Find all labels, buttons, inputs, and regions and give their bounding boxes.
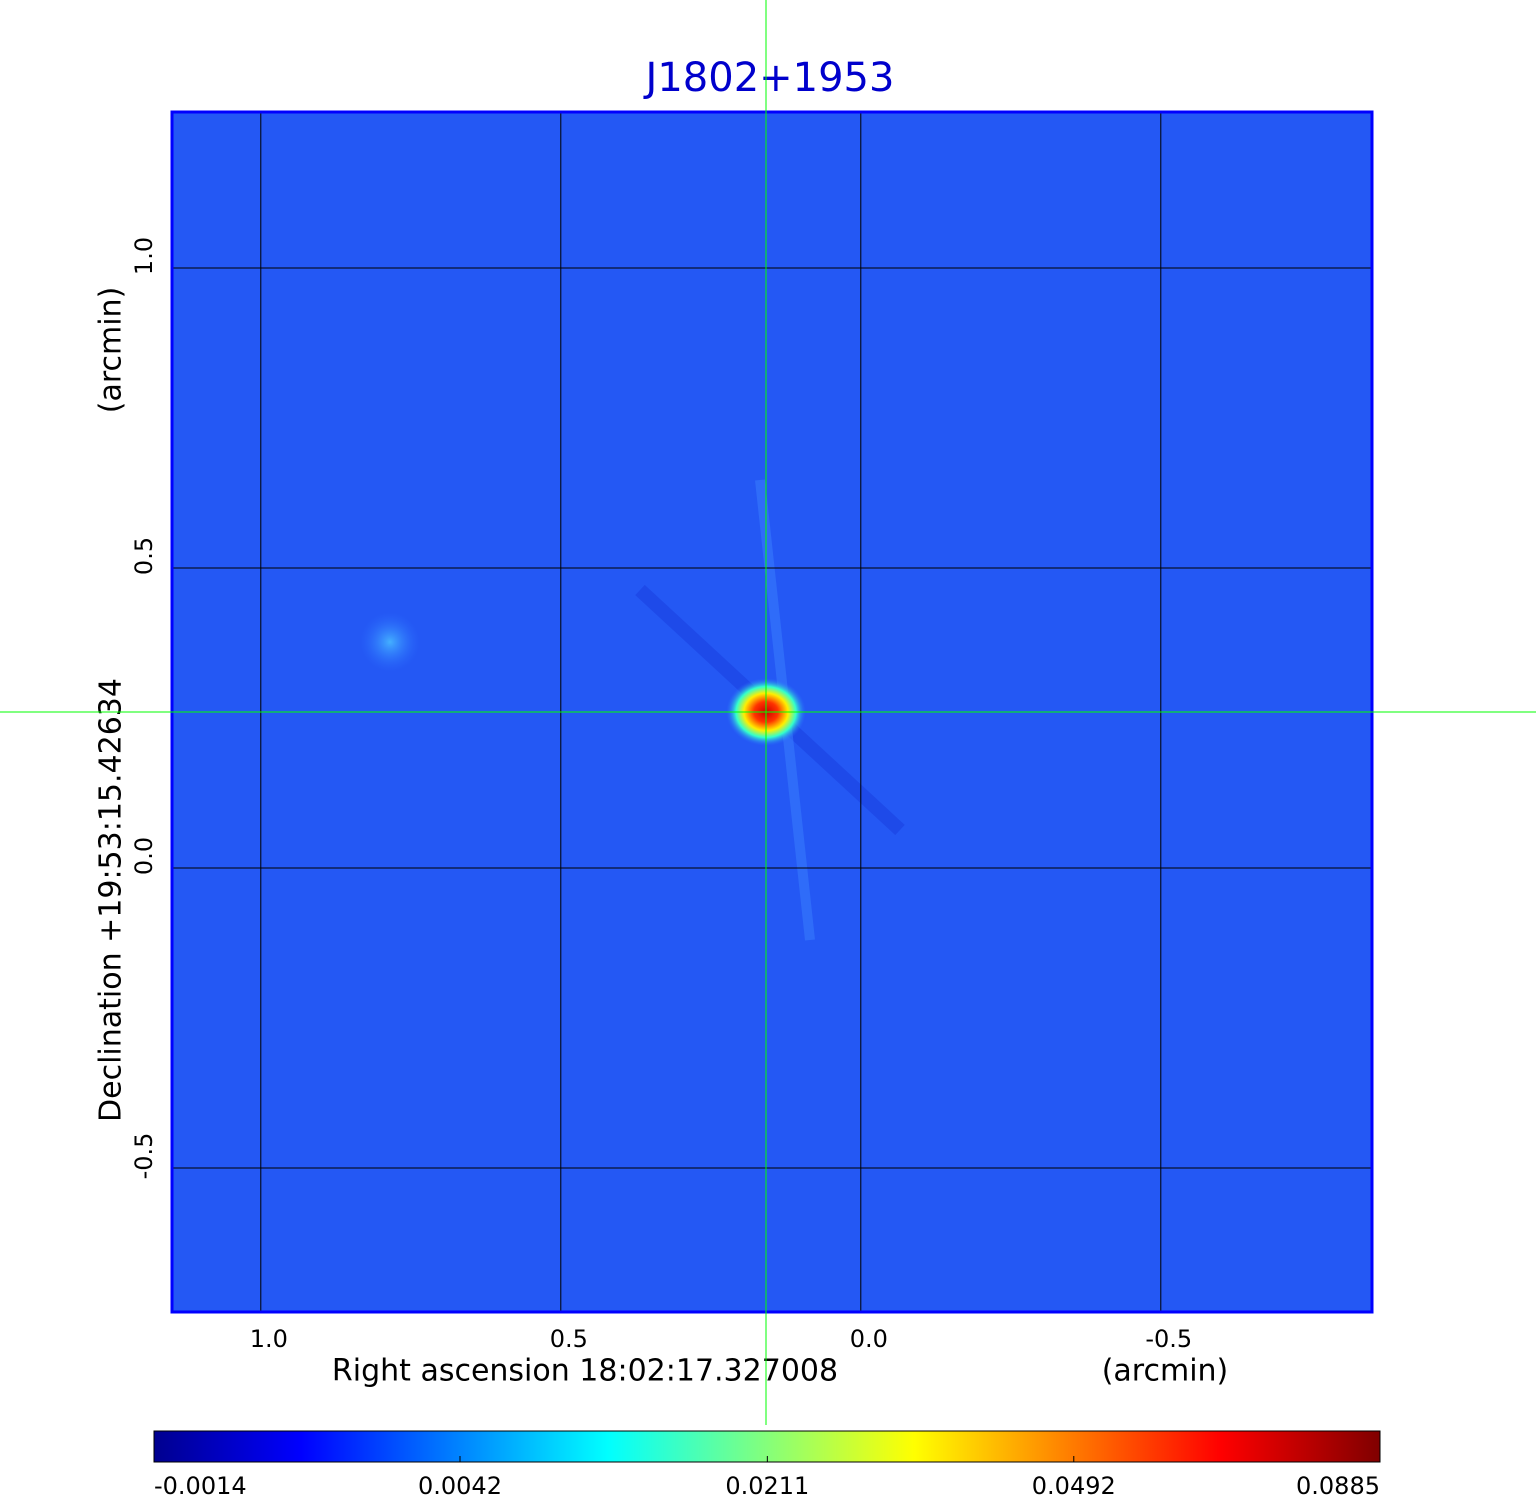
colorbar-tick-label: -0.0014 <box>154 1472 247 1500</box>
x-tick-label: 0.0 <box>850 1325 888 1353</box>
y-axis-unit: (arcmin) <box>94 287 129 414</box>
x-tick-label: 0.5 <box>550 1325 588 1353</box>
y-axis-label: Declination +19:53:15.42634 <box>94 678 129 1122</box>
colorbar-tick-label: 0.0885 <box>1296 1472 1380 1500</box>
y-tick-label: -0.5 <box>130 1133 158 1180</box>
x-axis-label: Right ascension 18:02:17.327008 <box>332 1354 838 1389</box>
colorbar-tick-label: 0.0042 <box>418 1472 502 1500</box>
x-axis-unit: (arcmin) <box>1102 1354 1229 1389</box>
colorbar-tick-label: 0.0492 <box>1032 1472 1116 1500</box>
faint-source <box>360 612 420 672</box>
y-tick-label: 0.0 <box>130 837 158 875</box>
colorbar-tick-label: 0.0211 <box>725 1472 809 1500</box>
x-tick-label: 1.0 <box>250 1325 288 1353</box>
x-tick-label: -0.5 <box>1145 1325 1192 1353</box>
y-tick-label: 1.0 <box>130 237 158 275</box>
y-tick-label: 0.5 <box>130 537 158 575</box>
chart-title: J1802+1953 <box>643 55 895 101</box>
